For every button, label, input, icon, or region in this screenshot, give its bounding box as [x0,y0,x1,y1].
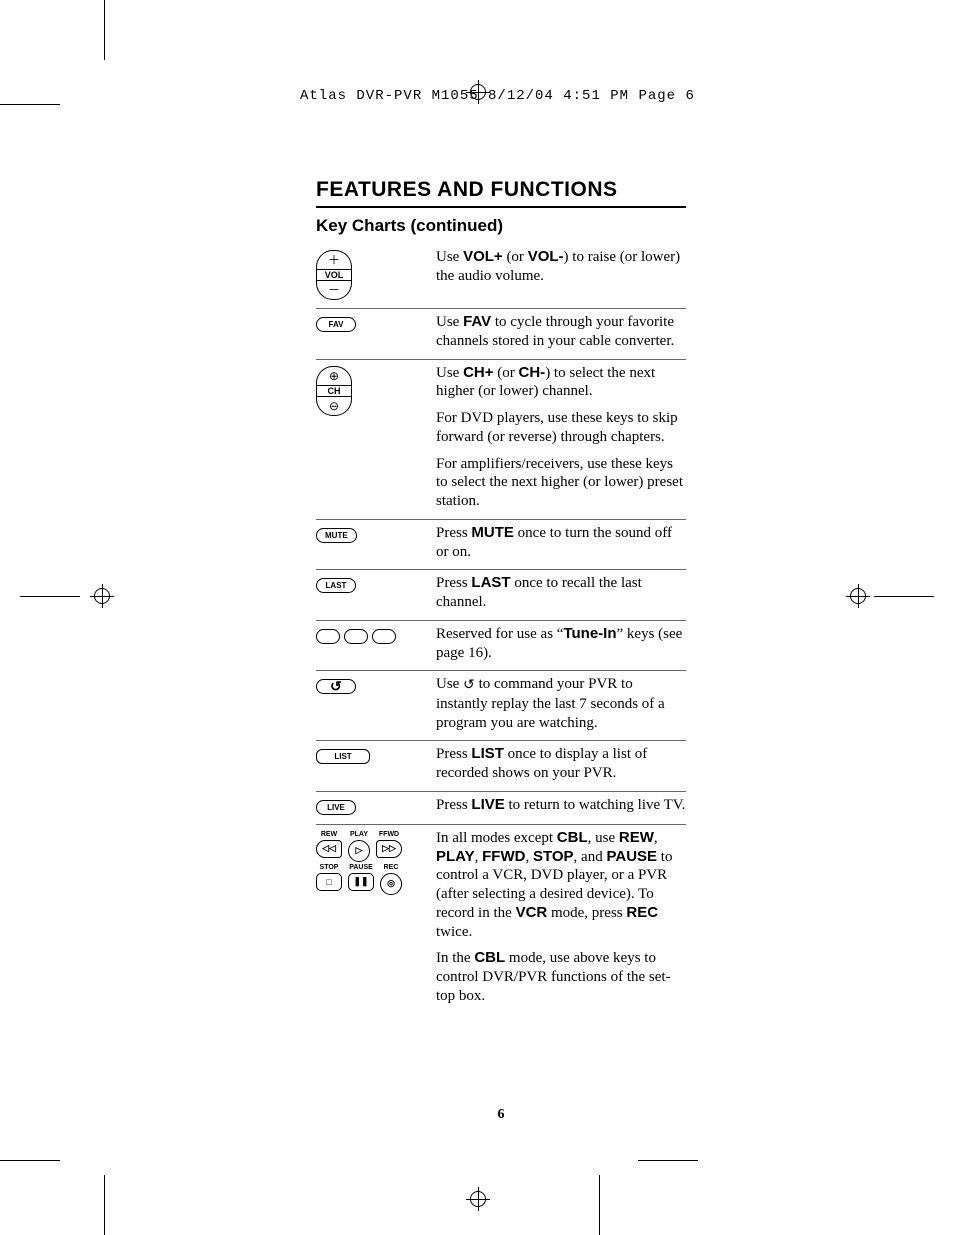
list-description: Press LIST once to display a list of rec… [436,745,686,783]
mute-button-icon: MUTE [316,524,436,562]
crop-mark [104,1175,105,1235]
page-content: FEATURES AND FUNCTIONS Key Charts (conti… [316,178,686,1014]
last-description: Press LAST once to recall the last chann… [436,574,686,612]
tune-in-description: Reserved for use as “Tune-In” keys (see … [436,625,686,663]
transport-description: In all modes except CBL, use REW, PLAY, … [436,829,686,1006]
print-header: Atlas DVR-PVR M1055 8/12/04 4:51 PM Page… [300,88,695,104]
crop-mark [104,0,105,60]
row-replay: ↻ Use ↻ to command your PVR to instantly… [316,671,686,741]
tune-in-buttons-icon [316,625,436,663]
crop-mark [874,596,934,597]
vol-rocker-icon: ＋VOL－ [316,248,436,300]
fav-description: Use FAV to cycle through your favorite c… [436,313,686,351]
ch-rocker-icon: ⊕CH⊖ [316,364,436,511]
registration-mark [90,584,114,608]
crop-mark [0,1160,60,1161]
section-title: FEATURES AND FUNCTIONS [316,178,686,208]
row-ch: ⊕CH⊖ Use CH+ (or CH-) to select the next… [316,360,686,520]
row-tune-in: Reserved for use as “Tune-In” keys (see … [316,621,686,672]
live-description: Press LIVE to return to watching live TV… [436,796,686,816]
ch-description: Use CH+ (or CH-) to select the next high… [436,364,686,511]
row-last: LAST Press LAST once to recall the last … [316,570,686,621]
registration-mark [466,1187,490,1211]
live-button-icon: LIVE [316,796,436,816]
registration-mark [846,584,870,608]
mute-description: Press MUTE once to turn the sound off or… [436,524,686,562]
row-transport: REW◁◁ PLAY▷ FFWD▷▷ STOP□ PAUSE❚❚ REC◎ In… [316,825,686,1014]
crop-mark [599,1175,600,1235]
crop-mark [0,104,60,105]
last-button-icon: LAST [316,574,436,612]
subtitle: Key Charts (continued) [316,216,686,236]
vol-description: Use VOL+ (or VOL-) to raise (or lower) t… [436,248,686,300]
replay-glyph-inline: ↻ [463,677,475,695]
replay-button-icon: ↻ [316,675,436,732]
transport-buttons-icon: REW◁◁ PLAY▷ FFWD▷▷ STOP□ PAUSE❚❚ REC◎ [316,829,436,1006]
row-list: LIST Press LIST once to display a list o… [316,741,686,792]
page-number: 6 [316,1107,686,1123]
row-mute: MUTE Press MUTE once to turn the sound o… [316,520,686,571]
row-fav: FAV Use FAV to cycle through your favori… [316,309,686,360]
crop-mark [638,1160,698,1161]
fav-button-icon: FAV [316,313,436,351]
crop-mark [20,596,80,597]
row-live: LIVE Press LIVE to return to watching li… [316,792,686,825]
row-vol: ＋VOL－ Use VOL+ (or VOL-) to raise (or lo… [316,244,686,309]
list-button-icon: LIST [316,745,436,783]
replay-description: Use ↻ to command your PVR to instantly r… [436,675,686,732]
